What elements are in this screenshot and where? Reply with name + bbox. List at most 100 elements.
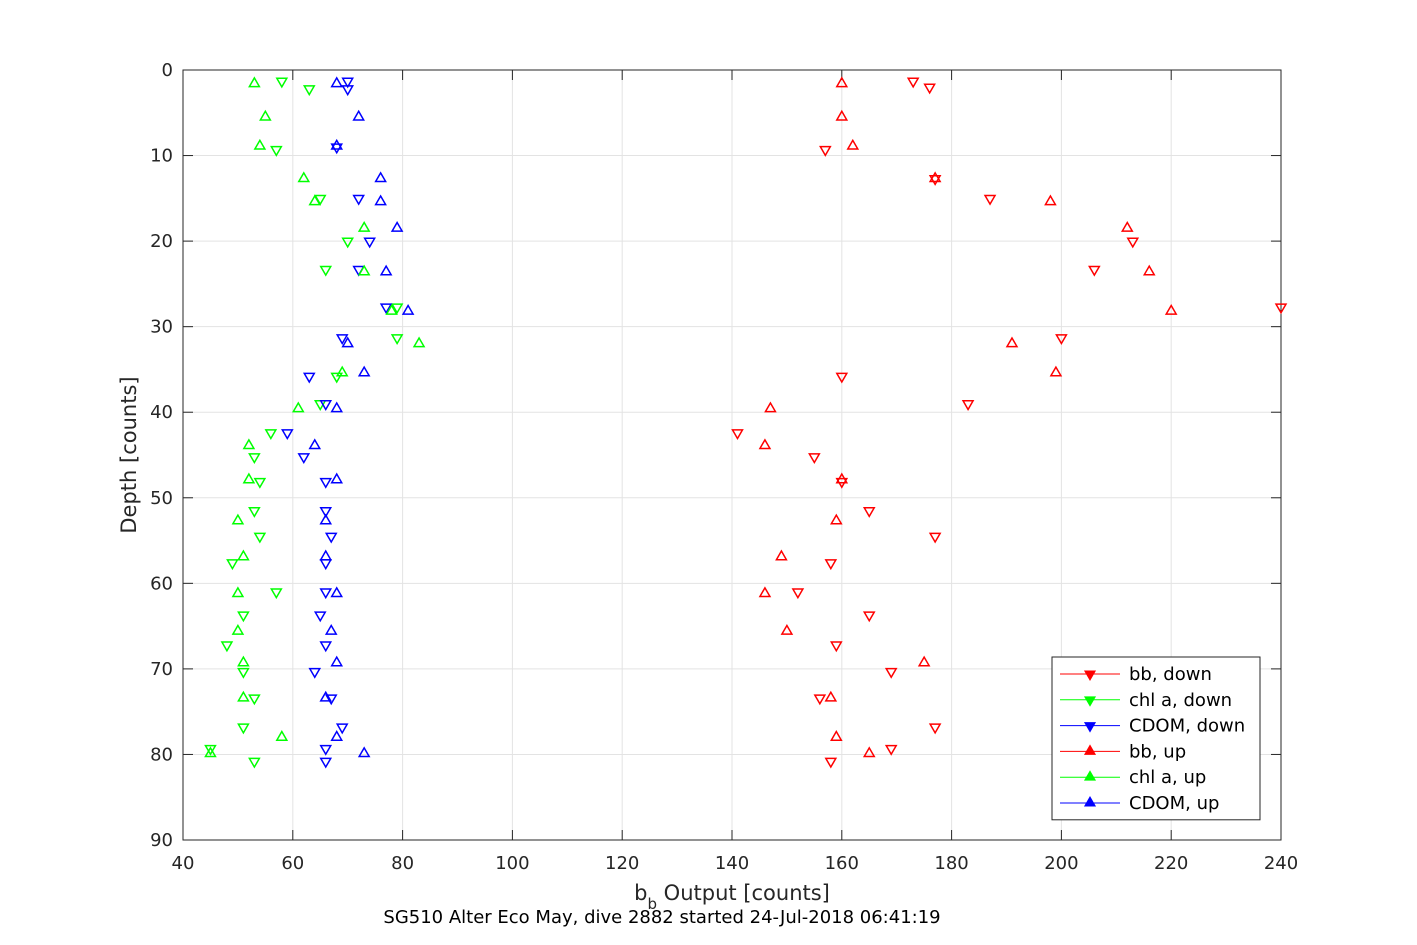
data-point [917,655,931,667]
data-point [302,372,316,384]
data-point [983,194,997,206]
x-tick-label: 60 [281,853,304,874]
data-point [764,401,777,413]
legend-marker [1083,744,1097,755]
series-chl-a-up [204,76,426,758]
data-point [390,303,404,315]
data-point [237,723,250,735]
series-cdom-down [281,77,393,769]
data-point [923,83,936,95]
data-point [335,723,349,735]
data-point [253,138,267,150]
data-point [335,365,349,377]
x-tick-label: 180 [934,853,968,874]
data-point [1164,303,1178,315]
data-point [390,221,404,232]
data-point [401,303,415,315]
data-point [862,611,876,623]
data-point [308,667,322,679]
x-axis-label-main: b [634,881,647,905]
data-point [248,453,261,464]
y-tick-label: 60 [150,573,173,594]
legend-label: chl a, up [1129,767,1206,788]
data-point [775,549,788,561]
data-point [248,757,261,769]
x-tick-label: 100 [495,853,529,874]
data-point [862,506,876,518]
legend-marker [1083,770,1097,781]
data-point [319,641,333,653]
data-point [324,694,338,706]
data-point [846,138,860,150]
data-point [1120,221,1134,232]
data-point [330,472,344,484]
x-tick-label: 80 [391,853,414,874]
data-point [824,690,838,702]
data-point [390,334,404,346]
legend-marker [1083,722,1097,733]
data-point [928,723,942,735]
data-point [319,588,333,600]
data-point [319,265,333,277]
data-point [357,746,371,758]
data-point [824,757,838,769]
y-tick-label: 70 [150,659,173,680]
data-point [1055,334,1068,346]
y-tick-label: 50 [150,488,173,509]
data-point [352,109,365,121]
data-point [824,559,838,571]
legend: bb, down chl a, down CDOM, down bb, up chl a… [1051,656,1261,821]
data-point [330,138,344,150]
data-point [220,641,234,653]
data-markers [204,76,1288,769]
data-point [264,429,278,441]
data-point [780,623,794,635]
data-point [330,655,344,667]
x-axis-label-rest: Output [counts] [657,881,830,905]
data-point [1142,264,1156,276]
data-point [308,194,322,206]
data-point [319,513,333,525]
data-point [830,513,843,525]
data-point [319,744,333,756]
data-point [341,336,354,348]
data-point [928,532,942,544]
data-point [835,109,849,121]
data-point [379,264,393,276]
data-point [385,303,398,315]
data-point [253,532,267,544]
y-tick-label: 20 [150,231,173,252]
data-point [835,76,849,88]
data-point [302,85,316,97]
y-axis-label: Depth [counts] [117,376,141,533]
data-point [330,372,344,384]
x-tick-label: 240 [1264,853,1298,874]
data-point [319,477,333,489]
legend-marker [1083,670,1097,681]
figure-caption: SG510 Alter Eco May, dive 2882 started 2… [383,907,940,928]
data-point [324,532,338,544]
data-point [270,145,283,157]
data-point [259,109,272,121]
data-point [242,472,256,484]
x-tick-label: 220 [1154,853,1188,874]
data-point [242,438,256,450]
data-point [335,334,349,346]
data-point [330,76,344,88]
legend-label: bb, up [1129,741,1186,762]
data-point [204,744,217,756]
data-point [313,611,327,623]
legend-label: bb, down [1129,664,1212,685]
data-point [275,77,289,89]
legend-marker [1083,696,1097,707]
data-point [319,690,333,702]
data-point [270,588,283,600]
data-point [291,401,305,413]
data-point [226,559,239,571]
data-point [231,623,245,635]
data-point [237,667,250,679]
data-point [835,372,849,384]
data-point [352,194,365,206]
data-point [374,194,387,206]
